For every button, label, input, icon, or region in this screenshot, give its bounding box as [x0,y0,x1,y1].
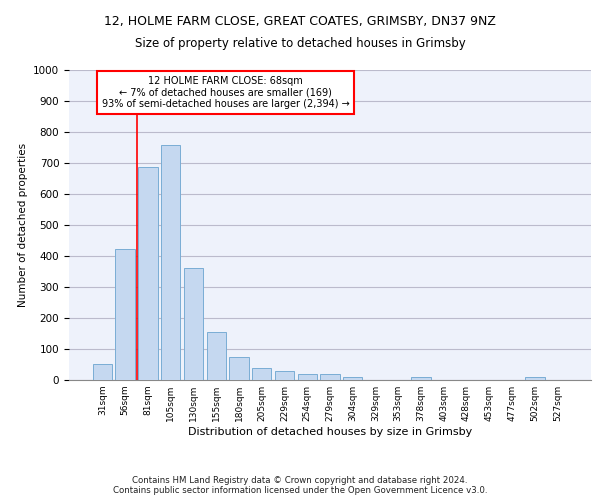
Bar [298,374,317,380]
Bar [412,377,431,380]
Bar [161,146,181,380]
Bar [229,357,248,380]
Text: Contains HM Land Registry data © Crown copyright and database right 2024.
Contai: Contains HM Land Registry data © Crown c… [113,476,487,495]
X-axis label: Distribution of detached houses by size in Grimsby: Distribution of detached houses by size … [188,427,472,437]
Bar [320,374,340,380]
Bar [93,364,112,380]
Bar [252,368,271,380]
Text: 12, HOLME FARM CLOSE, GREAT COATES, GRIMSBY, DN37 9NZ: 12, HOLME FARM CLOSE, GREAT COATES, GRIM… [104,15,496,28]
Bar [115,249,135,380]
Text: Size of property relative to detached houses in Grimsby: Size of property relative to detached ho… [134,38,466,51]
Bar [206,332,226,380]
Bar [184,268,203,380]
Bar [343,377,362,380]
Y-axis label: Number of detached properties: Number of detached properties [17,143,28,307]
Bar [275,372,294,380]
Text: 12 HOLME FARM CLOSE: 68sqm
← 7% of detached houses are smaller (169)
93% of semi: 12 HOLME FARM CLOSE: 68sqm ← 7% of detac… [102,76,349,110]
Bar [525,377,545,380]
Bar [138,167,158,380]
